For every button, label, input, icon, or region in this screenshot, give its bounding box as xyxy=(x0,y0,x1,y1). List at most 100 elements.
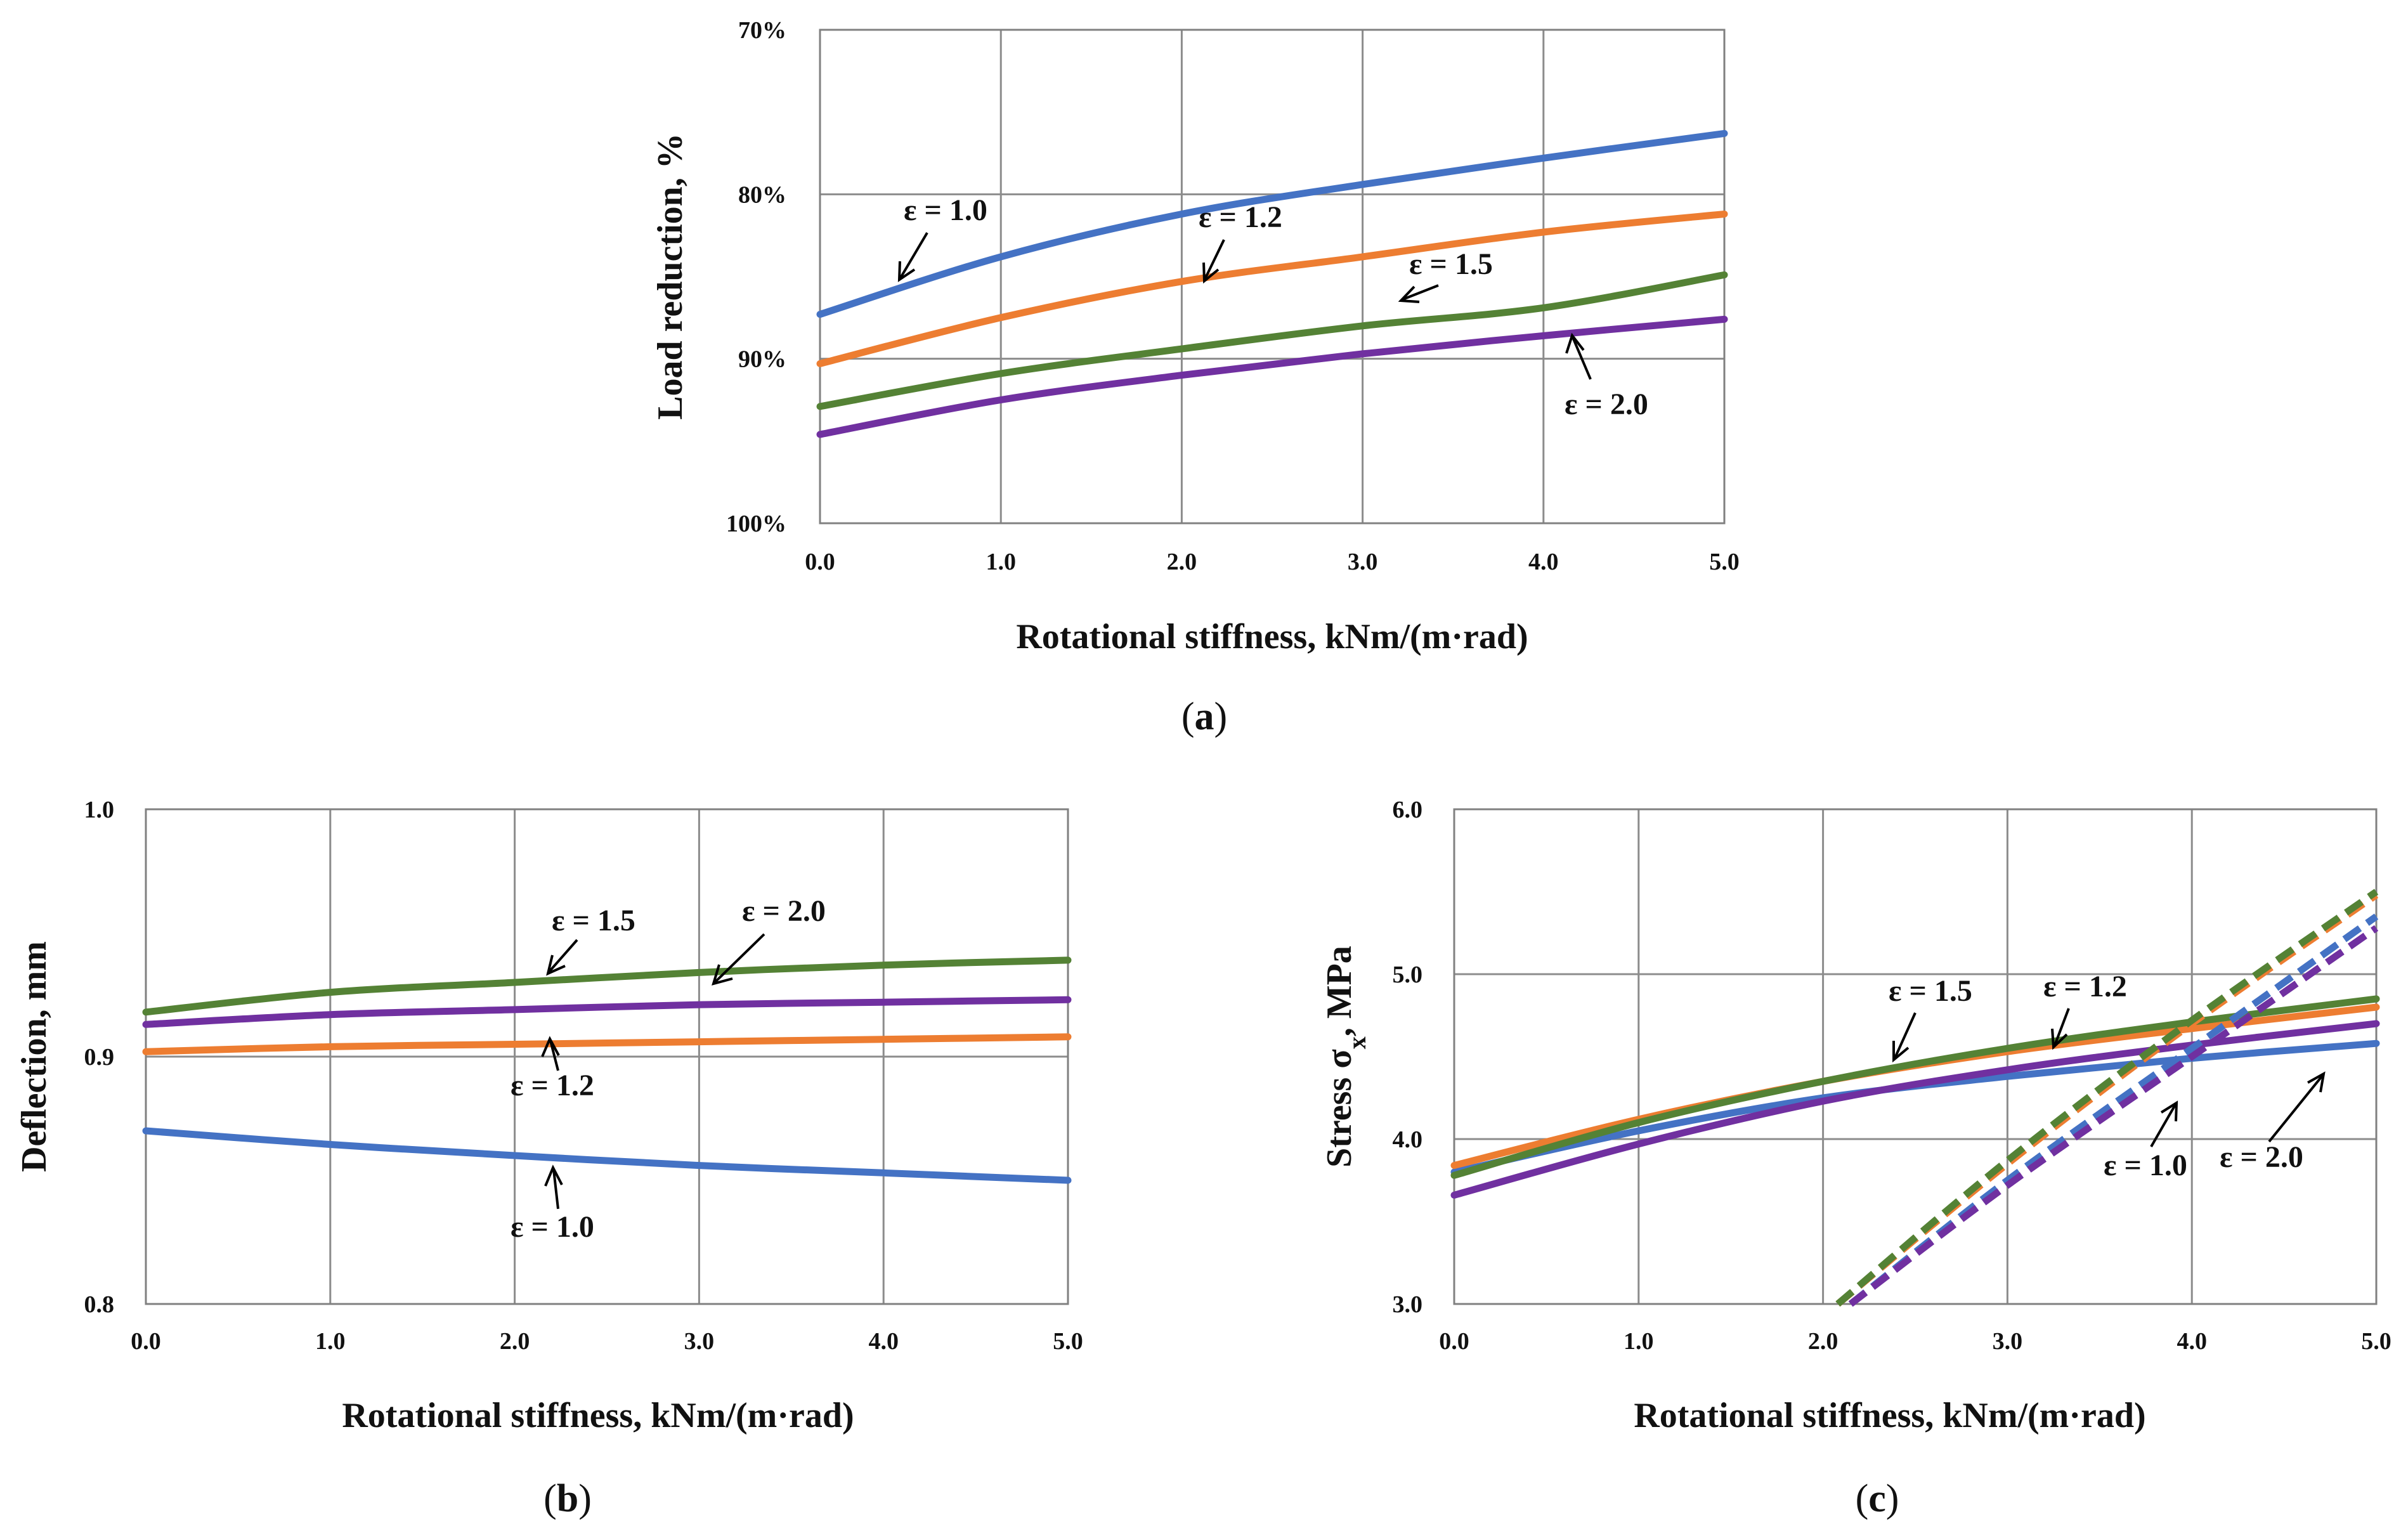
x-tick-label: 2.0 xyxy=(1808,1328,1839,1355)
y-tick-label: 90% xyxy=(738,346,786,373)
y-tick-label: 100% xyxy=(726,511,786,537)
x-tick-label: 4.0 xyxy=(2177,1328,2207,1355)
arrow-head-icon xyxy=(1398,285,1420,303)
y-tick-label: 6.0 xyxy=(1393,797,1423,823)
panel-b-xlabel: Rotational stiffness, kNm/(m·rad) xyxy=(342,1396,854,1435)
x-tick-label: 1.0 xyxy=(986,549,1016,575)
panel-a-annotation-e12: ε = 1.2 xyxy=(1199,200,1282,284)
x-tick-label: 2.0 xyxy=(500,1328,530,1355)
panel-b-grid xyxy=(146,809,1068,1304)
panel-b-chart: 0.0 1.0 2.0 3.0 4.0 5.0 0.8 0.9 1.0 Deflection, … xyxy=(15,797,1083,1520)
panel-a-annotation-e10: ε = 1.0 xyxy=(897,193,987,282)
annotation-label: ε = 1.0 xyxy=(511,1210,594,1244)
y-tick-label: 70% xyxy=(738,17,786,44)
x-tick-label: 0.0 xyxy=(805,549,835,575)
panel-a-series xyxy=(816,129,1728,438)
x-tick-label: 1.0 xyxy=(1624,1328,1654,1355)
panel-c-label: (c) xyxy=(1856,1477,1899,1520)
annotation-arrow xyxy=(549,1040,559,1071)
x-tick-label: 4.0 xyxy=(868,1328,899,1355)
series-line--12 xyxy=(816,211,1728,367)
x-tick-label: 3.0 xyxy=(1993,1328,2023,1355)
panel-a-tick-labels: 0.0 1.0 2.0 3.0 4.0 5.0 70% 80% 90% 100% xyxy=(726,17,1740,575)
annotation-arrow xyxy=(2150,1104,2177,1147)
y-tick-label: 5.0 xyxy=(1393,961,1423,988)
x-tick-label: 5.0 xyxy=(2361,1328,2392,1355)
annotation-label: ε = 2.0 xyxy=(1565,388,1648,421)
x-tick-label: 4.0 xyxy=(1528,549,1559,575)
panel-a-chart: 0.0 1.0 2.0 3.0 4.0 5.0 70% 80% 90% 100% Load red… xyxy=(651,17,1740,738)
annotation-label: ε = 2.0 xyxy=(2220,1140,2303,1174)
x-tick-label: 5.0 xyxy=(1709,549,1740,575)
panel-b-tick-labels: 0.0 1.0 2.0 3.0 4.0 5.0 0.8 0.9 1.0 xyxy=(84,797,1083,1355)
arrow-head-icon xyxy=(2307,1071,2326,1093)
series-line--10 xyxy=(816,129,1728,318)
annotation-arrow xyxy=(899,231,928,279)
panel-b-plot-frame xyxy=(145,808,1069,1305)
annotation-label: ε = 1.5 xyxy=(1409,247,1493,281)
panel-c-plot-frame xyxy=(1453,808,2378,1305)
x-tick-label: 0.0 xyxy=(131,1328,161,1355)
series-line--20 xyxy=(816,315,1728,438)
panel-c-tick-labels: 0.0 1.0 2.0 3.0 4.0 5.0 3.0 4.0 5.0 6.0 xyxy=(1393,797,2392,1355)
panel-c-series xyxy=(1450,889,2380,1307)
arrow-head-icon xyxy=(2051,1028,2068,1050)
panel-a-ylabel: Load reduction, % xyxy=(651,133,690,420)
x-tick-label: 2.0 xyxy=(1167,549,1197,575)
arrow-head-icon xyxy=(544,1164,563,1187)
panel-c-annotation-e12: ε = 1.2 xyxy=(2043,970,2127,1050)
y-tick-label: 4.0 xyxy=(1393,1126,1423,1153)
annotation-arrow xyxy=(552,1169,559,1209)
y-tick-label: 0.9 xyxy=(84,1044,115,1071)
x-tick-label: 0.0 xyxy=(1439,1328,1469,1355)
panel-a-annotation-e20: ε = 2.0 xyxy=(1565,332,1648,421)
panel-b-annotation-e12: ε = 1.2 xyxy=(511,1036,594,1102)
annotation-label: ε = 1.5 xyxy=(1889,974,1972,1008)
panel-b-annotation-e10: ε = 1.0 xyxy=(511,1164,594,1244)
annotation-label: ε = 1.5 xyxy=(552,904,635,937)
y-tick-label: 3.0 xyxy=(1393,1291,1423,1318)
annotation-label: ε = 1.0 xyxy=(2104,1149,2187,1182)
panel-c-annotation-e20: ε = 2.0 xyxy=(2220,1071,2326,1174)
series-line--20-dashed- xyxy=(1848,925,2379,1307)
arrow-head-icon xyxy=(541,1036,560,1057)
x-tick-label: 3.0 xyxy=(1348,549,1378,575)
panel-c-annotation-e10: ε = 1.0 xyxy=(2104,1100,2187,1182)
series-line--12 xyxy=(142,1033,1072,1055)
arrow-head-icon xyxy=(897,261,916,282)
panel-c-chart: 0.0 1.0 2.0 3.0 4.0 5.0 3.0 4.0 5.0 6.0 Stress σx… xyxy=(1320,797,2392,1520)
annotation-label: ε = 1.2 xyxy=(1199,200,1282,234)
arrow-head-icon xyxy=(1202,262,1220,284)
annotation-arrow xyxy=(714,933,765,983)
annotation-arrow xyxy=(1402,284,1439,301)
arrow-head-icon xyxy=(1892,1041,1910,1063)
annotation-arrow xyxy=(1894,1012,1917,1059)
panel-b-ylabel: Deflection, mm xyxy=(15,941,54,1172)
annotation-arrow xyxy=(1572,337,1592,380)
panel-b-annotation-e20: ε = 2.0 xyxy=(712,894,826,986)
panel-b-annotation-e15: ε = 1.5 xyxy=(546,904,635,976)
panel-c-xlabel: Rotational stiffness, kNm/(m·rad) xyxy=(1634,1396,2145,1435)
annotation-label: ε = 1.2 xyxy=(2043,970,2127,1003)
arrow-head-icon xyxy=(712,964,733,986)
annotation-arrow xyxy=(2268,1074,2324,1143)
series-line--15 xyxy=(142,956,1072,1016)
panel-b-series xyxy=(142,956,1072,1184)
y-tick-label: 80% xyxy=(738,181,786,208)
arrow-head-icon xyxy=(1565,332,1585,354)
panel-a-plot-frame xyxy=(819,29,1726,525)
annotation-arrow xyxy=(548,939,578,973)
annotation-label: ε = 1.0 xyxy=(904,193,987,227)
x-tick-label: 1.0 xyxy=(315,1328,346,1355)
panel-a-annotation-e15: ε = 1.5 xyxy=(1398,247,1493,303)
series-line--12-dashed- xyxy=(1835,892,2379,1307)
y-tick-label: 1.0 xyxy=(84,797,115,823)
series-line--20 xyxy=(142,996,1072,1028)
panel-c-annotation-e15: ε = 1.5 xyxy=(1889,974,1972,1063)
panel-a-label: (a) xyxy=(1181,695,1227,738)
panel-a-grid xyxy=(820,30,1724,523)
annotation-arrow xyxy=(2053,1008,2070,1046)
annotation-label: ε = 1.2 xyxy=(511,1069,594,1102)
x-tick-label: 5.0 xyxy=(1053,1328,1083,1355)
series-line--10 xyxy=(142,1127,1072,1184)
